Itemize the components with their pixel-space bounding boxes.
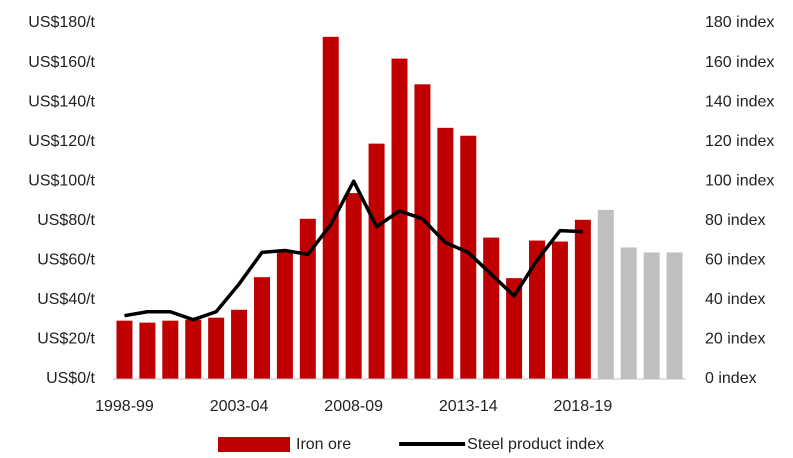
bar bbox=[597, 209, 614, 379]
y-tick-label: US$40/t bbox=[37, 291, 95, 308]
legend-label: Steel product index bbox=[467, 436, 604, 453]
y2-tick-label: 120 index bbox=[705, 133, 774, 150]
x-tick-label: 1998-99 bbox=[95, 398, 154, 415]
y2-tick-label: 0 index bbox=[705, 370, 757, 387]
bar bbox=[139, 322, 156, 379]
y-tick-label: US$180/t bbox=[28, 14, 95, 31]
y-tick-label: US$140/t bbox=[28, 93, 95, 110]
bar bbox=[551, 241, 568, 379]
bar bbox=[529, 240, 546, 379]
bar bbox=[666, 252, 683, 379]
y-tick-label: US$60/t bbox=[37, 252, 95, 269]
bar bbox=[276, 250, 293, 379]
bar bbox=[437, 127, 454, 379]
bar bbox=[391, 58, 408, 379]
y2-tick-label: 160 index bbox=[705, 54, 774, 71]
y2-tick-label: 100 index bbox=[705, 172, 774, 189]
y2-tick-label: 40 index bbox=[705, 291, 766, 308]
bar bbox=[368, 143, 385, 379]
bar bbox=[643, 252, 660, 379]
bar bbox=[322, 36, 339, 379]
y2-tick-label: 180 index bbox=[705, 14, 774, 31]
bar bbox=[299, 218, 316, 379]
y2-tick-label: 80 index bbox=[705, 212, 766, 229]
y2-tick-label: 140 index bbox=[705, 93, 774, 110]
y2-tick-label: 20 index bbox=[705, 331, 766, 348]
line bbox=[124, 179, 583, 322]
y-tick-label: US$100/t bbox=[28, 172, 95, 189]
bar bbox=[162, 320, 179, 379]
bar bbox=[460, 135, 477, 379]
y-tick-label: US$20/t bbox=[37, 331, 95, 348]
x-tick-label: 2018-19 bbox=[554, 398, 613, 415]
y-tick-label: US$80/t bbox=[37, 212, 95, 229]
y-tick-label: US$120/t bbox=[28, 133, 95, 150]
bar bbox=[574, 219, 591, 379]
y2-tick-label: 60 index bbox=[705, 252, 766, 269]
bar bbox=[208, 317, 225, 379]
x-tick-label: 2013-14 bbox=[439, 398, 498, 415]
bar bbox=[620, 247, 637, 379]
bar bbox=[414, 84, 431, 380]
y-tick-label: US$160/t bbox=[28, 54, 95, 71]
bar bbox=[116, 320, 133, 379]
x-tick-label: 2003-04 bbox=[210, 398, 269, 415]
legend-label: Iron ore bbox=[296, 436, 351, 453]
bar bbox=[345, 193, 362, 379]
legend-swatch bbox=[218, 437, 290, 452]
bar bbox=[231, 309, 248, 379]
bar bbox=[483, 237, 500, 379]
bar bbox=[253, 277, 270, 379]
bar bbox=[185, 319, 202, 379]
bar bbox=[506, 278, 523, 379]
x-tick-label: 2008-09 bbox=[324, 398, 383, 415]
y-tick-label: US$0/t bbox=[46, 370, 95, 387]
